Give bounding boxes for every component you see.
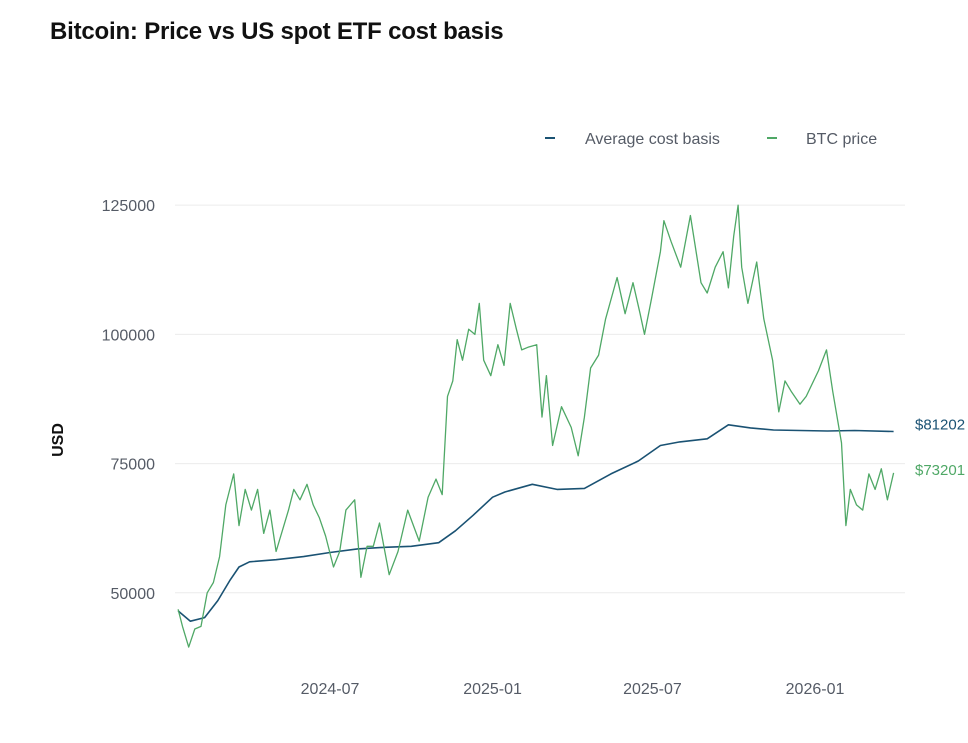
end-label-average-cost-basis: $81202 — [915, 417, 965, 434]
y-tick-label: 125000 — [102, 198, 155, 215]
gridlines — [175, 204, 905, 594]
series-line-btc-price — [177, 204, 895, 648]
x-tick-label: 2025-01 — [463, 681, 522, 698]
x-tick-label: 2026-01 — [786, 681, 845, 698]
y-axis-ticks: 50000 75000 100000 125000 — [102, 198, 155, 603]
legend-label-cost-basis: Average cost basis — [585, 131, 720, 148]
chart-title: Bitcoin: Price vs US spot ETF cost basis — [50, 18, 504, 45]
y-tick-label: 50000 — [111, 586, 156, 603]
series-line-average-cost-basis — [177, 424, 894, 622]
end-label-btc-price: $73201 — [915, 462, 965, 479]
x-tick-label: 2024-07 — [301, 681, 360, 698]
legend: Average cost basis BTC price — [545, 131, 877, 148]
y-tick-label: 100000 — [102, 327, 155, 344]
y-axis-label: USD — [50, 423, 67, 457]
x-tick-label: 2025-07 — [623, 681, 682, 698]
y-tick-label: 75000 — [111, 457, 156, 474]
legend-label-btc-price: BTC price — [806, 131, 877, 148]
x-axis-ticks: 2024-07 2025-01 2025-07 2026-01 — [301, 681, 845, 698]
